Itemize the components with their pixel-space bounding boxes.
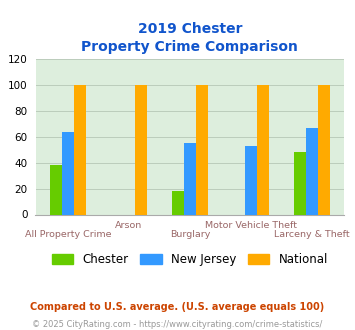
Bar bbox=[318, 85, 330, 214]
Bar bbox=[306, 128, 318, 214]
Text: All Property Crime: All Property Crime bbox=[24, 230, 111, 239]
Title: 2019 Chester
Property Crime Comparison: 2019 Chester Property Crime Comparison bbox=[82, 22, 298, 54]
Text: Compared to U.S. average. (U.S. average equals 100): Compared to U.S. average. (U.S. average … bbox=[31, 302, 324, 312]
Bar bbox=[62, 132, 74, 214]
Bar bbox=[135, 85, 147, 214]
Bar bbox=[171, 191, 184, 214]
Bar bbox=[50, 165, 62, 215]
Text: Burglary: Burglary bbox=[170, 230, 210, 239]
Text: Motor Vehicle Theft: Motor Vehicle Theft bbox=[205, 221, 297, 230]
Bar bbox=[196, 85, 208, 214]
Text: © 2025 CityRating.com - https://www.cityrating.com/crime-statistics/: © 2025 CityRating.com - https://www.city… bbox=[32, 320, 323, 329]
Bar bbox=[257, 85, 269, 214]
Legend: Chester, New Jersey, National: Chester, New Jersey, National bbox=[47, 248, 333, 271]
Text: Arson: Arson bbox=[115, 221, 142, 230]
Bar bbox=[245, 146, 257, 214]
Bar bbox=[294, 152, 306, 214]
Bar bbox=[74, 85, 86, 214]
Bar bbox=[184, 144, 196, 214]
Text: Larceny & Theft: Larceny & Theft bbox=[274, 230, 350, 239]
